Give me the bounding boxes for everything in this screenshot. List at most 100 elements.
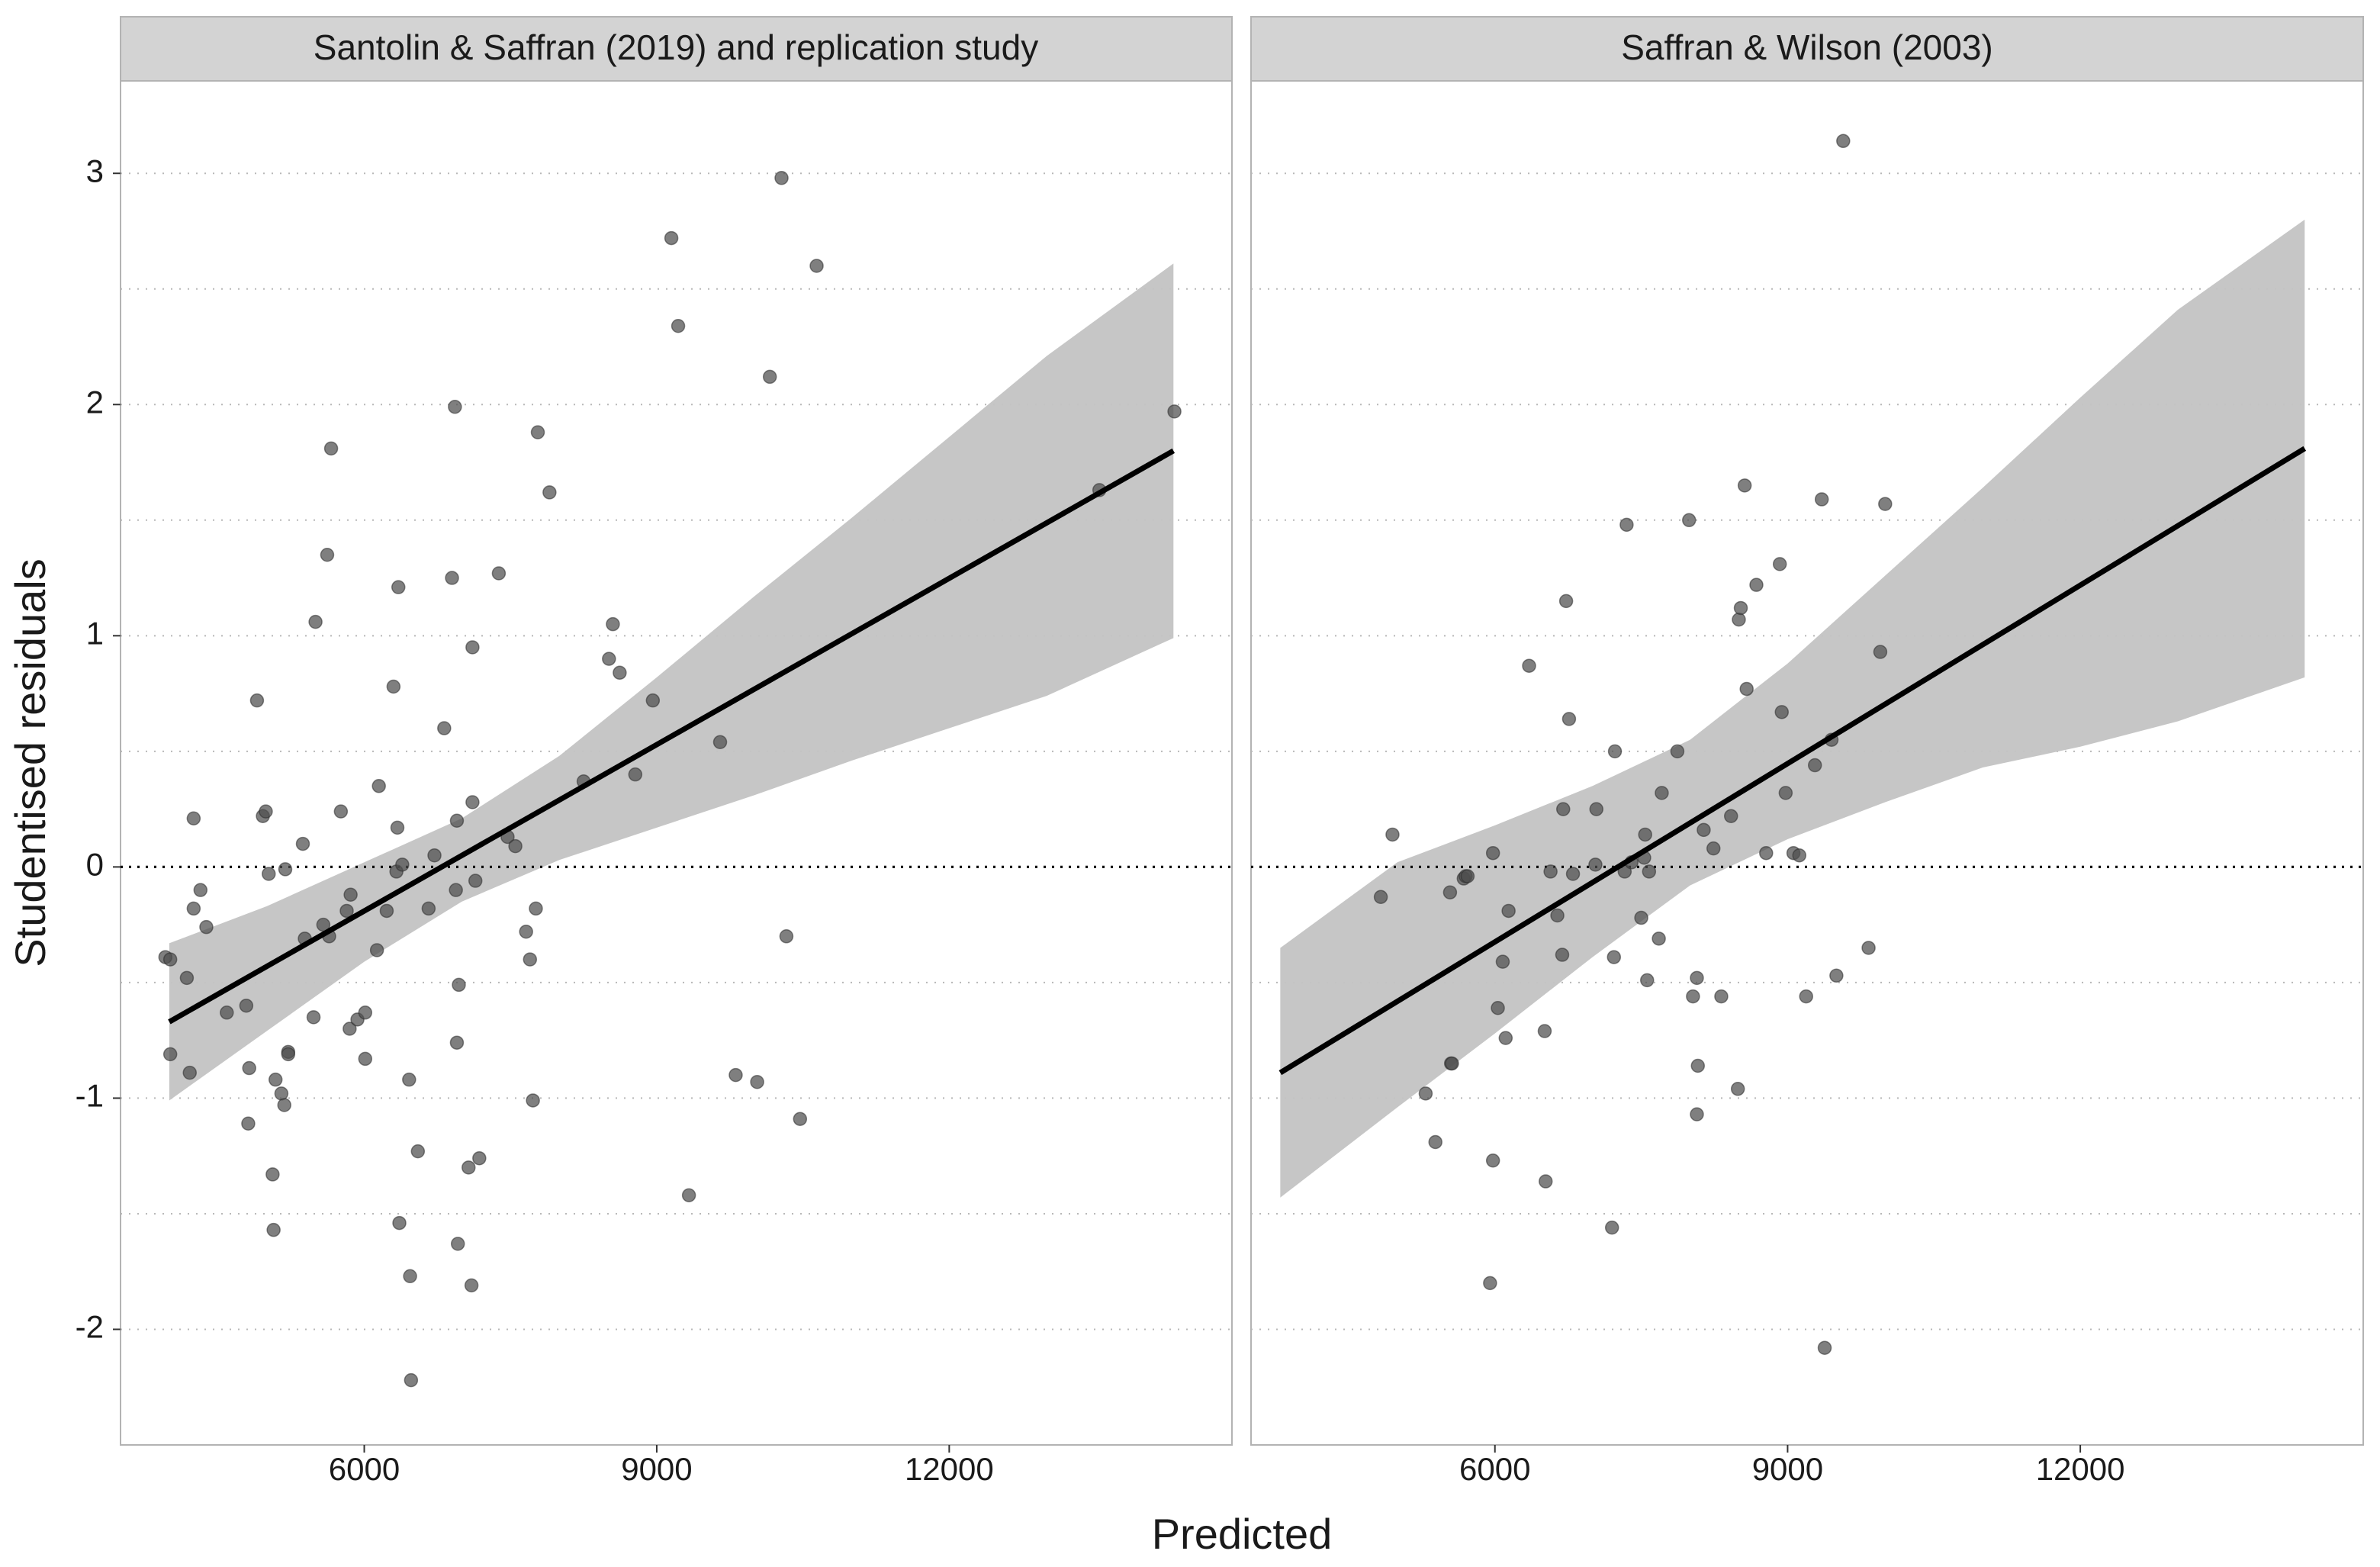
data-point (1537, 1024, 1552, 1038)
data-point (1690, 970, 1704, 986)
data-point (1485, 1153, 1500, 1168)
regression-line-right (1278, 446, 2307, 1076)
x-tick-label: 9000 (1752, 1451, 1823, 1487)
data-point (664, 230, 679, 246)
data-point (343, 1022, 357, 1036)
data-point (606, 616, 620, 632)
data-point (762, 369, 777, 385)
data-point (1565, 867, 1581, 881)
data-point (1817, 1340, 1832, 1355)
data-point (1604, 1220, 1619, 1235)
x-tick-label: 6000 (329, 1451, 400, 1487)
regression-line-left (168, 448, 1176, 1025)
data-point (1759, 845, 1774, 861)
data-point (1792, 848, 1807, 863)
data-point (1655, 786, 1669, 800)
data-point (239, 998, 254, 1013)
x-tick-label: 12000 (2036, 1451, 2125, 1487)
data-point (1522, 658, 1536, 673)
y-axis-title: Studentised residuals (6, 558, 54, 967)
data-point (449, 813, 465, 829)
data-point (1418, 1086, 1433, 1101)
data-point (1445, 1056, 1459, 1071)
data-point (1681, 513, 1697, 528)
data-point (472, 1150, 487, 1166)
data-point (391, 580, 406, 594)
data-point (1385, 827, 1400, 842)
data-point (1640, 973, 1655, 988)
data-point (1561, 712, 1577, 726)
data-point (410, 1144, 426, 1159)
data-point (602, 652, 616, 666)
panel-title-left: Santolin & Saffran (2019) and replicatio… (314, 27, 1038, 67)
data-point (645, 693, 661, 708)
data-point (1690, 1107, 1704, 1121)
data-point (403, 1269, 417, 1284)
x-axis-right: 6000 9000 12000 (1459, 1445, 2125, 1487)
data-point (1607, 744, 1623, 759)
data-point (1460, 869, 1475, 883)
data-point (1555, 948, 1570, 962)
data-point (448, 400, 462, 414)
data-point (1606, 950, 1622, 964)
data-point (1442, 885, 1458, 899)
x-axis-title: Predicted (1152, 1510, 1333, 1558)
data-point (274, 1086, 289, 1101)
data-point (1498, 1031, 1513, 1045)
data-point (193, 883, 208, 897)
x-tick-label: 12000 (905, 1451, 994, 1487)
data-point (465, 795, 480, 809)
data-point (449, 883, 463, 897)
data-point (1723, 809, 1738, 823)
data-point (1619, 517, 1634, 533)
panel-title-right: Saffran & Wilson (2003) (1621, 27, 1993, 67)
y-tick-label: 1 (86, 615, 104, 651)
data-point (386, 679, 401, 694)
data-points-right (1373, 134, 1893, 1355)
data-point (462, 1160, 476, 1175)
data-point (1491, 1000, 1505, 1015)
data-point (1483, 1276, 1497, 1291)
data-point (259, 804, 273, 819)
data-point (1495, 954, 1510, 969)
data-point (1690, 1058, 1706, 1073)
panel-border-right (1250, 80, 2364, 1446)
y-tick-label: 2 (86, 384, 104, 420)
data-point (306, 1010, 321, 1025)
data-point (1836, 134, 1851, 149)
data-point (1778, 786, 1793, 800)
data-point (1428, 1134, 1442, 1150)
data-point (358, 1051, 373, 1067)
data-point (392, 1215, 407, 1231)
data-point (1558, 594, 1574, 609)
data-point (427, 848, 442, 863)
data-point (671, 318, 686, 333)
data-point (529, 901, 543, 916)
y-tick-label: 0 (86, 846, 104, 882)
data-point (1774, 705, 1789, 719)
data-point (1538, 1174, 1553, 1189)
data-point (1706, 841, 1721, 856)
data-point (613, 665, 627, 681)
data-point (445, 571, 459, 585)
data-point (320, 548, 335, 562)
x-axis-left: 6000 9000 12000 (329, 1445, 994, 1487)
data-point (1799, 989, 1813, 1004)
data-point (526, 1093, 540, 1108)
data-point (809, 259, 824, 273)
data-point (1772, 557, 1787, 571)
data-point (1814, 492, 1829, 507)
data-point (1550, 908, 1565, 923)
panel-right: Saffran & Wilson (2003) (1250, 16, 2364, 1446)
data-point (1373, 890, 1388, 905)
data-point (1878, 497, 1893, 511)
data-point (1543, 864, 1558, 879)
panel-left: Santolin & Saffran (2019) and replicatio… (120, 16, 1233, 1446)
confidence-band-left (169, 263, 1174, 1101)
data-point (162, 952, 178, 967)
data-point (1749, 578, 1764, 592)
data-point (1737, 478, 1752, 493)
data-point (390, 820, 405, 835)
panel-strip-right (1250, 16, 2364, 82)
confidence-band-right (1280, 219, 2305, 1198)
